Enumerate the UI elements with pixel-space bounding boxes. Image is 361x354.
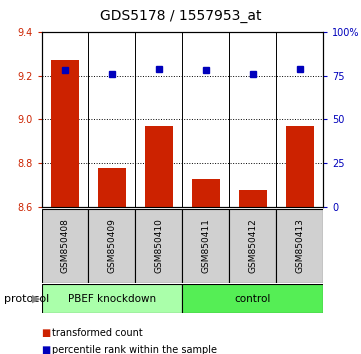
Text: GSM850412: GSM850412 — [248, 219, 257, 273]
Text: GSM850411: GSM850411 — [201, 218, 210, 274]
Text: GSM850410: GSM850410 — [155, 218, 163, 274]
Text: PBEF knockdown: PBEF knockdown — [68, 294, 156, 304]
Bar — [42, 284, 182, 313]
Text: ▶: ▶ — [31, 294, 40, 304]
Bar — [276, 209, 323, 283]
Bar — [88, 209, 135, 283]
Bar — [145, 126, 173, 207]
Text: GSM850413: GSM850413 — [295, 218, 304, 274]
Text: GSM850409: GSM850409 — [108, 218, 116, 274]
Bar — [51, 60, 79, 207]
Bar — [239, 189, 267, 207]
Bar — [98, 168, 126, 207]
Text: GDS5178 / 1557953_at: GDS5178 / 1557953_at — [100, 9, 261, 23]
Bar — [192, 179, 220, 207]
Text: ■: ■ — [42, 328, 51, 338]
Bar — [182, 284, 323, 313]
Text: control: control — [235, 294, 271, 304]
Bar — [286, 126, 314, 207]
Bar — [182, 209, 229, 283]
Text: GSM850408: GSM850408 — [61, 218, 69, 274]
Text: ■: ■ — [42, 346, 51, 354]
Bar — [229, 209, 276, 283]
Text: percentile rank within the sample: percentile rank within the sample — [52, 346, 217, 354]
Text: protocol: protocol — [4, 294, 49, 304]
Text: transformed count: transformed count — [52, 328, 143, 338]
Bar — [135, 209, 182, 283]
Bar — [42, 209, 88, 283]
